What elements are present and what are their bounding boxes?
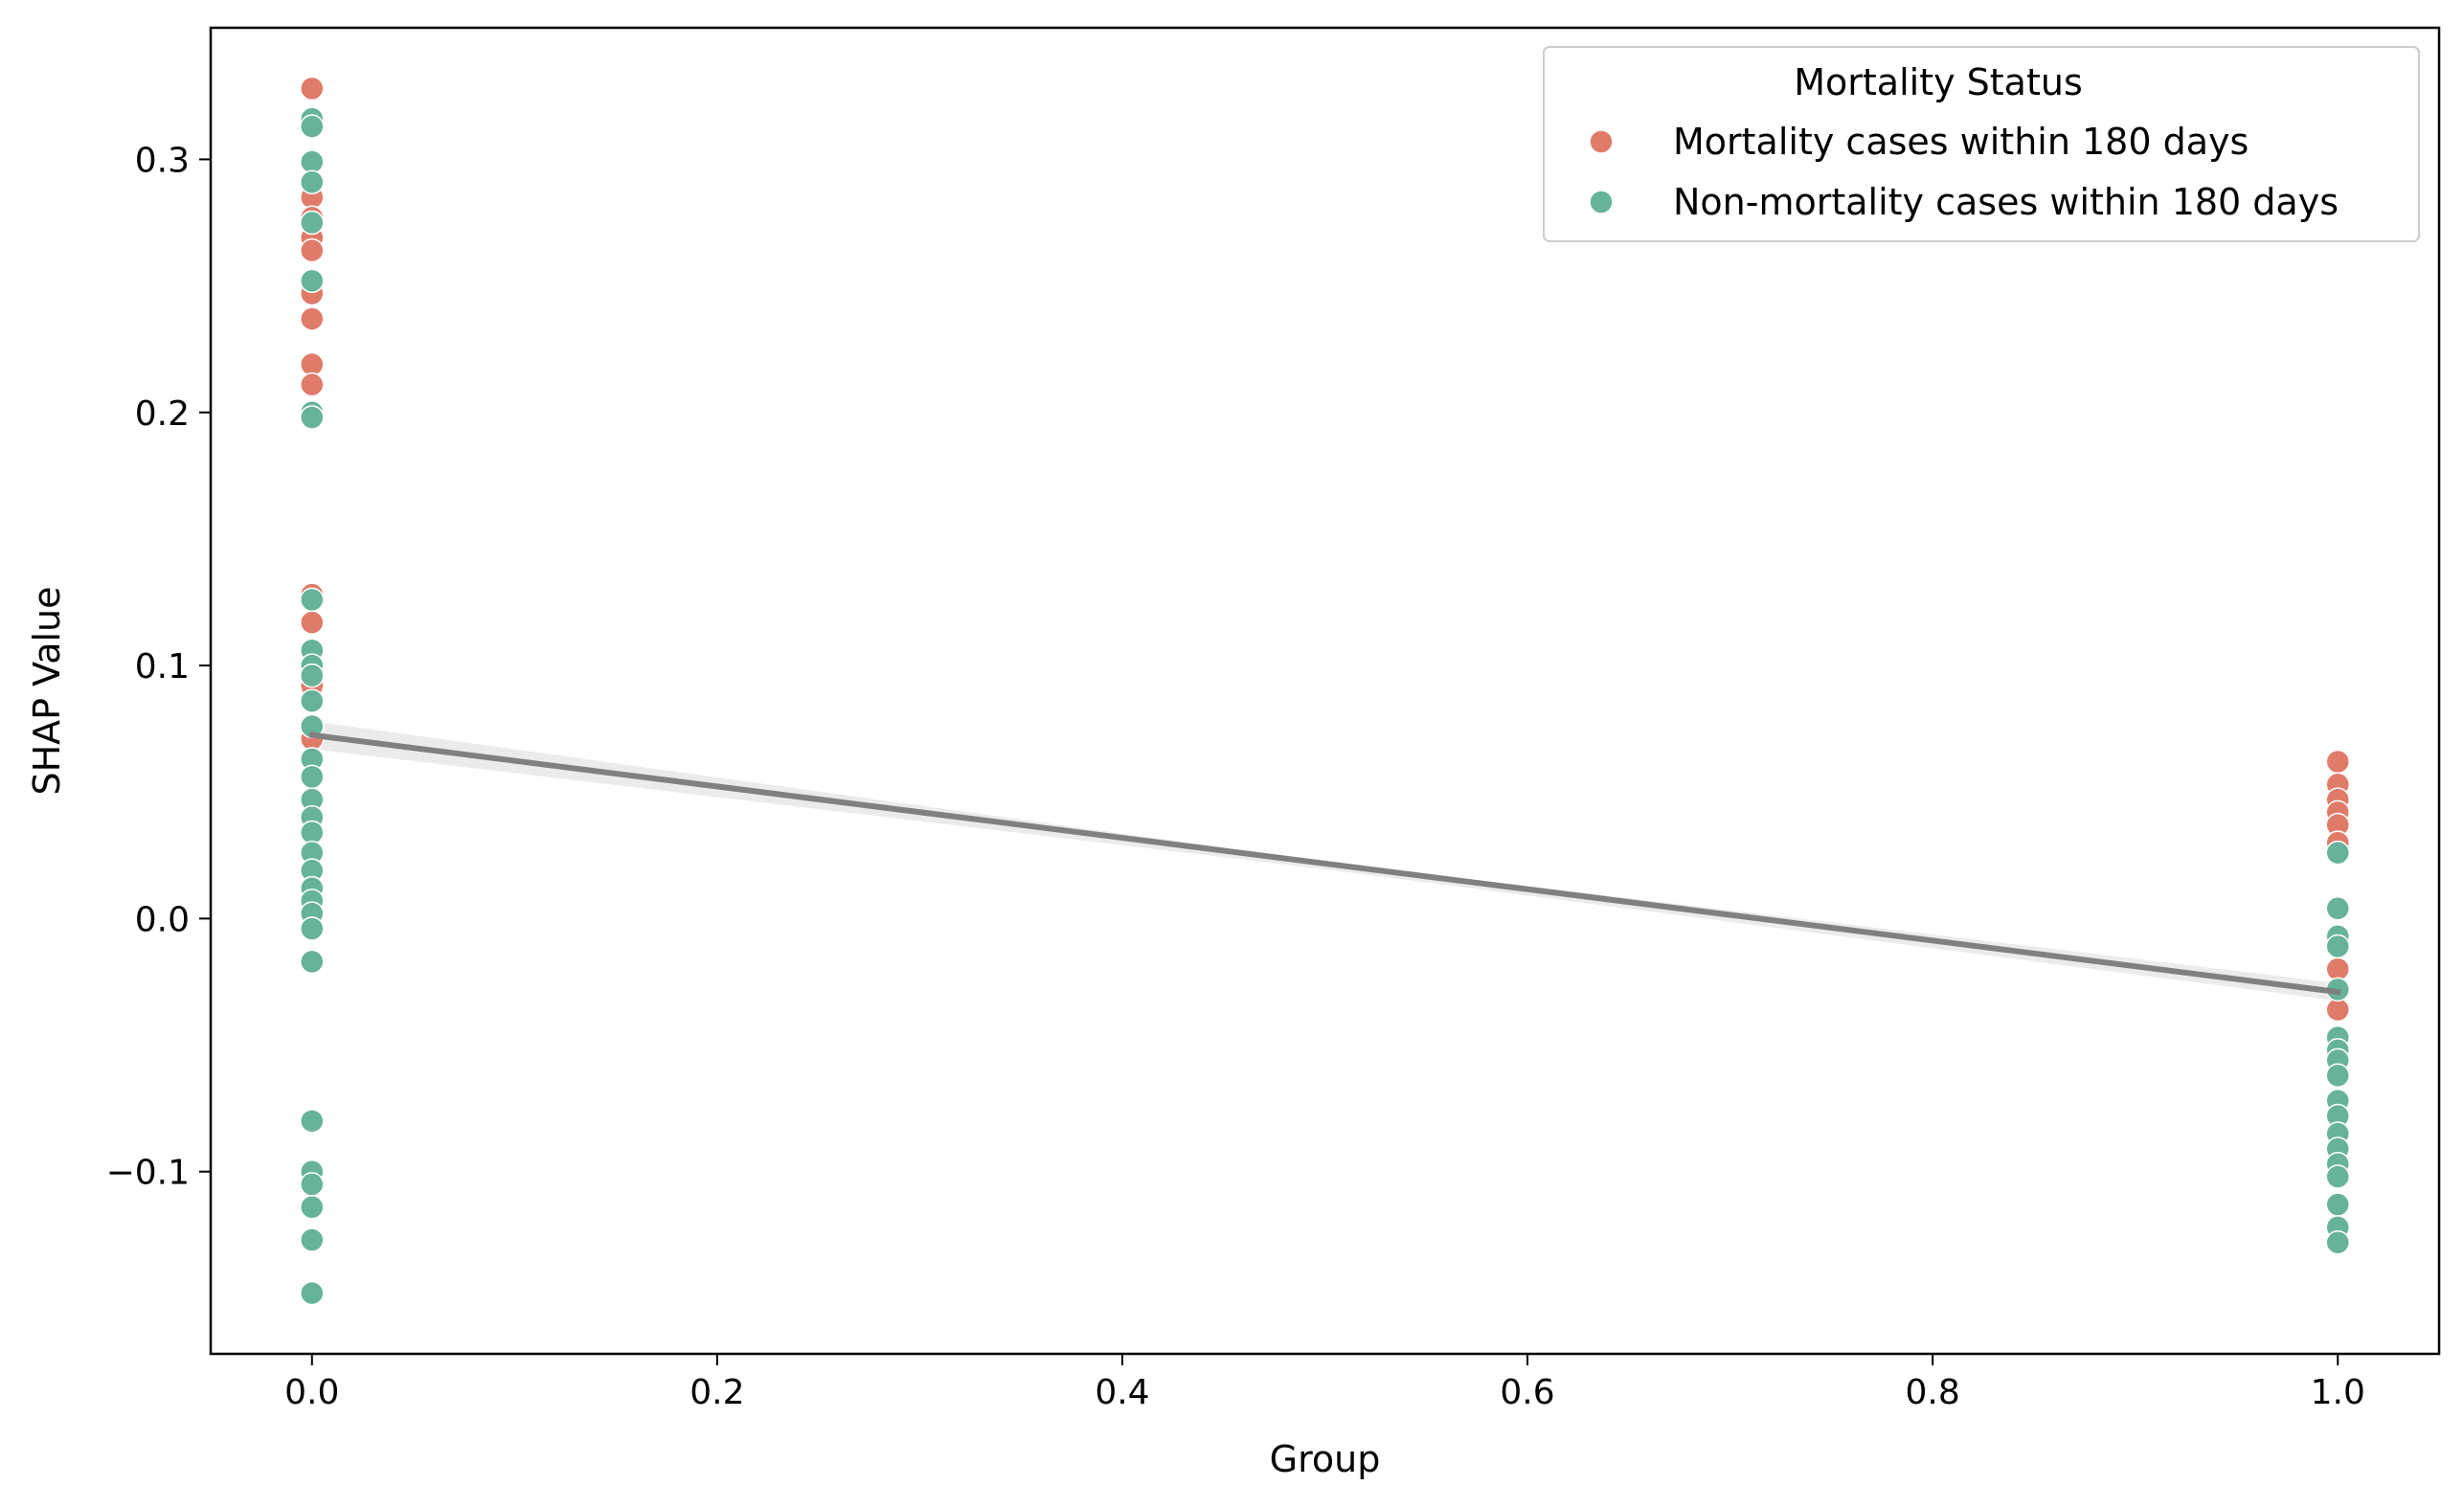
non-mortality-point xyxy=(300,1227,325,1252)
legend-marker xyxy=(1589,190,1614,214)
x-tick-label: 1.0 xyxy=(2311,1373,2365,1412)
y-tick-label: 0.3 xyxy=(135,141,190,180)
non-mortality-point xyxy=(300,169,325,194)
non-mortality-point xyxy=(300,916,325,941)
y-axis-label: SHAP Value xyxy=(26,586,68,795)
y-tick-label: 0.2 xyxy=(135,394,190,434)
non-mortality-point xyxy=(300,114,325,139)
axes-layer: 0.0 0.2 0.4 0.6 0.8 1.0 −0.1 0.0 0.1 0.2 0.3 Group S… xyxy=(26,26,2441,1480)
non-mortality-point xyxy=(300,949,325,975)
legend-box xyxy=(1543,46,2420,242)
non-mortality-point xyxy=(300,1109,325,1134)
mortality-point xyxy=(300,237,325,263)
mortality-point xyxy=(300,76,325,101)
x-tick-label: 0.4 xyxy=(1095,1373,1149,1412)
x-tick-label: 0.0 xyxy=(284,1373,339,1412)
legend-entry-label: Non-mortality cases within 180 days xyxy=(1673,181,2339,223)
legend: Mortality Status Mortality cases within 1… xyxy=(1543,46,2420,242)
non-mortality-point xyxy=(2325,934,2350,959)
non-mortality-point xyxy=(300,1172,325,1197)
y-tick-label: 0.1 xyxy=(135,647,190,686)
points-layer xyxy=(300,76,2350,1306)
mortality-point xyxy=(2325,749,2350,775)
non-mortality-point xyxy=(300,688,325,713)
legend-marker xyxy=(1589,129,1614,154)
non-mortality-point xyxy=(300,405,325,430)
mortality-point xyxy=(300,306,325,331)
mortality-point xyxy=(300,610,325,635)
legend-title: Mortality Status xyxy=(1794,61,2083,103)
non-mortality-point xyxy=(2325,840,2350,866)
non-mortality-point xyxy=(300,268,325,294)
non-mortality-point xyxy=(2325,1192,2350,1217)
x-tick-label: 0.6 xyxy=(1500,1373,1554,1412)
plot-frame xyxy=(209,26,2441,1356)
confidence-band-layer xyxy=(311,721,2339,1002)
non-mortality-point xyxy=(300,764,325,790)
regression-line-layer xyxy=(308,731,2341,996)
non-mortality-point xyxy=(2325,896,2350,921)
x-axis-label: Group xyxy=(1270,1438,1381,1480)
y-tick-label: −0.1 xyxy=(106,1154,190,1193)
x-tick-label: 0.2 xyxy=(689,1373,744,1412)
legend-entry-label: Mortality cases within 180 days xyxy=(1673,121,2249,163)
y-tick-label: 0.0 xyxy=(135,900,190,939)
non-mortality-point xyxy=(2325,1229,2350,1255)
non-mortality-point xyxy=(2325,1063,2350,1089)
x-tick-label: 0.8 xyxy=(1906,1373,1960,1412)
non-mortality-point xyxy=(300,587,325,613)
non-mortality-point xyxy=(300,210,325,236)
regression-line xyxy=(308,731,2341,996)
non-mortality-point xyxy=(300,1280,325,1306)
non-mortality-point xyxy=(2325,1164,2350,1189)
non-mortality-point xyxy=(300,663,325,688)
mortality-point xyxy=(300,371,325,397)
non-mortality-point xyxy=(300,1194,325,1220)
confidence-band xyxy=(311,721,2339,1002)
